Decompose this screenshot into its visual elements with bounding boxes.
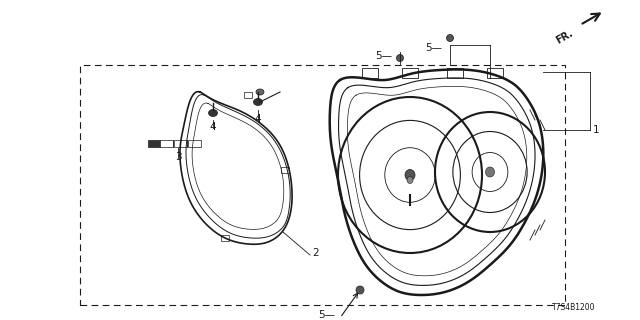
Text: 1: 1 [593, 125, 600, 135]
Bar [80, 65, 565, 305]
Bar [402, 68, 418, 78]
Ellipse shape [407, 177, 413, 183]
Text: 3: 3 [175, 152, 181, 162]
Ellipse shape [253, 99, 262, 106]
Ellipse shape [486, 167, 495, 177]
Text: 5—: 5— [318, 310, 335, 320]
Bar [362, 68, 378, 78]
Bar [487, 68, 503, 78]
Ellipse shape [405, 170, 415, 180]
Text: 4: 4 [255, 114, 261, 124]
Bar [244, 92, 252, 98]
Ellipse shape [356, 286, 364, 294]
Bar [281, 167, 289, 173]
Text: 2: 2 [312, 248, 319, 258]
Text: FR.: FR. [554, 28, 575, 46]
Ellipse shape [256, 89, 264, 95]
Text: 5—: 5— [425, 43, 442, 53]
Text: 5—: 5— [375, 51, 392, 61]
Text: 4: 4 [210, 122, 216, 132]
Ellipse shape [209, 109, 218, 116]
Ellipse shape [397, 54, 403, 61]
Bar [160, 140, 173, 147]
Bar [221, 235, 229, 241]
Bar [447, 68, 463, 78]
Bar [188, 140, 201, 147]
Text: T7S4B1200: T7S4B1200 [552, 303, 595, 312]
Bar [148, 140, 160, 147]
Bar [174, 140, 187, 147]
Ellipse shape [447, 35, 454, 42]
